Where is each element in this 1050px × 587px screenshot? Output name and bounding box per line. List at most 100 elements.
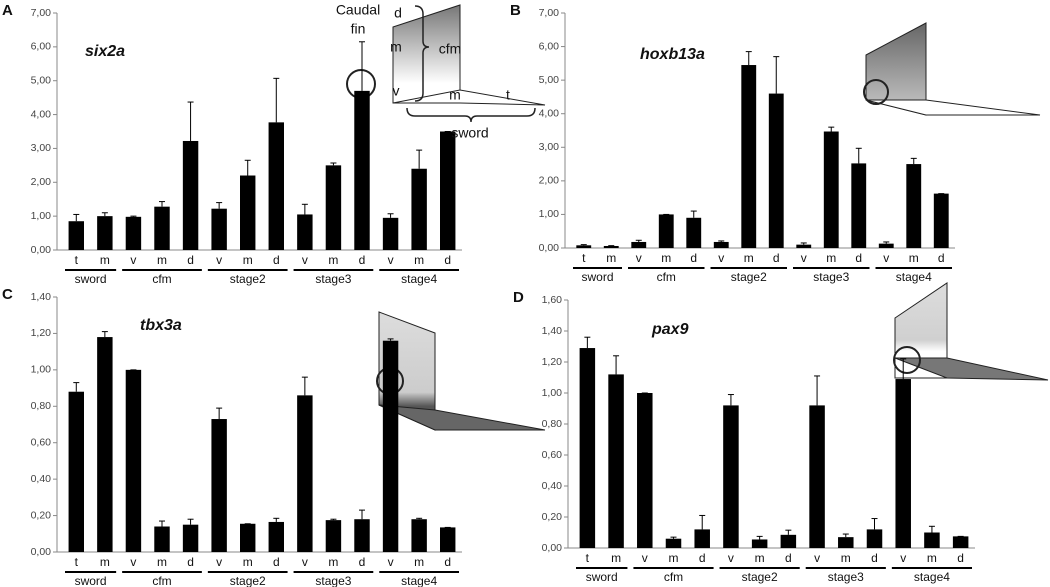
y-tick-label: 3,00 — [31, 142, 52, 154]
x-tick-label: m — [606, 251, 616, 265]
chart-title: tbx3a — [140, 317, 182, 334]
y-tick-label: 0,20 — [31, 509, 52, 521]
bar — [268, 122, 284, 250]
bar — [866, 529, 883, 548]
bar — [796, 244, 812, 248]
group-label: sword — [75, 574, 107, 587]
x-tick-label: d — [773, 251, 780, 265]
y-tick-label: 4,00 — [31, 108, 52, 120]
annotation: d — [394, 5, 402, 21]
x-tick-label: v — [900, 551, 906, 565]
bar — [97, 216, 113, 250]
y-tick-label: 0,00 — [539, 242, 560, 254]
x-tick-label: d — [187, 253, 194, 267]
y-tick-label: 6,00 — [539, 40, 560, 52]
bar — [125, 216, 142, 250]
x-tick-label: m — [157, 253, 167, 267]
bar — [182, 140, 199, 250]
chart-title: six2a — [85, 43, 125, 60]
x-tick-label: v — [388, 555, 394, 569]
y-tick-label: 0,20 — [542, 511, 563, 523]
x-tick-label: v — [216, 555, 222, 569]
bar — [851, 163, 867, 248]
y-tick-label: 6,00 — [31, 41, 52, 53]
x-tick-label: v — [216, 253, 222, 267]
x-tick-label: d — [273, 253, 280, 267]
bar — [686, 217, 702, 248]
bar — [694, 529, 710, 548]
y-tick-label: 0,00 — [542, 542, 563, 554]
x-tick-label: d — [359, 555, 366, 569]
y-tick-label: 0,00 — [31, 546, 52, 558]
bar — [382, 217, 399, 250]
x-tick-label: v — [718, 251, 724, 265]
bar — [741, 65, 757, 249]
y-tick-label: 1,40 — [31, 291, 52, 303]
inset-a — [346, 4, 546, 123]
y-tick-label: 1,60 — [542, 294, 563, 306]
x-tick-label: t — [75, 555, 79, 569]
group-label: sword — [75, 272, 107, 286]
bar — [240, 523, 256, 552]
y-tick-label: 0,60 — [542, 449, 563, 461]
x-tick-label: d — [957, 551, 964, 565]
bar — [838, 537, 854, 548]
group-label: stage2 — [230, 272, 266, 286]
x-tick-label: d — [187, 555, 194, 569]
x-tick-label: d — [690, 251, 697, 265]
group-label: stage2 — [230, 574, 266, 587]
bar — [823, 131, 839, 248]
group-label: stage3 — [315, 574, 351, 587]
group-label: stage4 — [914, 570, 950, 584]
x-tick-label: m — [841, 551, 851, 565]
bar — [809, 405, 825, 548]
bar — [637, 393, 653, 548]
y-tick-label: 3,00 — [539, 141, 560, 153]
bar — [658, 214, 674, 248]
group-label: sword — [581, 270, 613, 284]
bar — [665, 538, 682, 548]
group-label: cfm — [152, 574, 171, 587]
y-tick-label: 0,80 — [31, 400, 52, 412]
bar — [68, 391, 84, 552]
bar — [631, 241, 647, 248]
y-tick-label: 5,00 — [31, 74, 52, 86]
x-tick-label: v — [636, 251, 642, 265]
y-tick-label: 1,20 — [542, 356, 563, 368]
bar — [751, 539, 768, 548]
x-tick-label: d — [855, 251, 862, 265]
x-tick-label: v — [801, 251, 807, 265]
y-tick-label: 0,80 — [542, 418, 563, 430]
group-label: stage3 — [315, 272, 351, 286]
panel-label: C — [2, 286, 13, 303]
chart-title: hoxb13a — [640, 46, 705, 63]
x-tick-label: t — [75, 253, 79, 267]
bar — [579, 348, 596, 548]
bar — [723, 405, 739, 548]
bar — [906, 164, 922, 248]
x-tick-label: v — [302, 253, 308, 267]
x-tick-label: m — [744, 251, 754, 265]
bar — [125, 369, 142, 552]
bar — [895, 379, 911, 548]
x-tick-label: d — [359, 253, 366, 267]
bar — [713, 241, 729, 248]
x-tick-label: m — [611, 551, 621, 565]
bar — [878, 243, 894, 248]
bar — [440, 527, 456, 552]
x-tick-label: t — [586, 551, 590, 565]
bar — [952, 536, 969, 548]
x-tick-label: d — [444, 253, 451, 267]
bar — [325, 165, 342, 250]
y-tick-label: 1,40 — [542, 325, 563, 337]
annotation: fin — [351, 21, 366, 37]
group-label: cfm — [657, 270, 676, 284]
y-tick-label: 5,00 — [539, 74, 560, 86]
bar — [211, 208, 227, 250]
annotation: m — [390, 39, 402, 55]
inset-c — [376, 311, 546, 431]
group-label: stage2 — [742, 570, 778, 584]
x-tick-label: m — [243, 253, 253, 267]
bar — [780, 534, 797, 548]
x-tick-label: m — [328, 253, 338, 267]
